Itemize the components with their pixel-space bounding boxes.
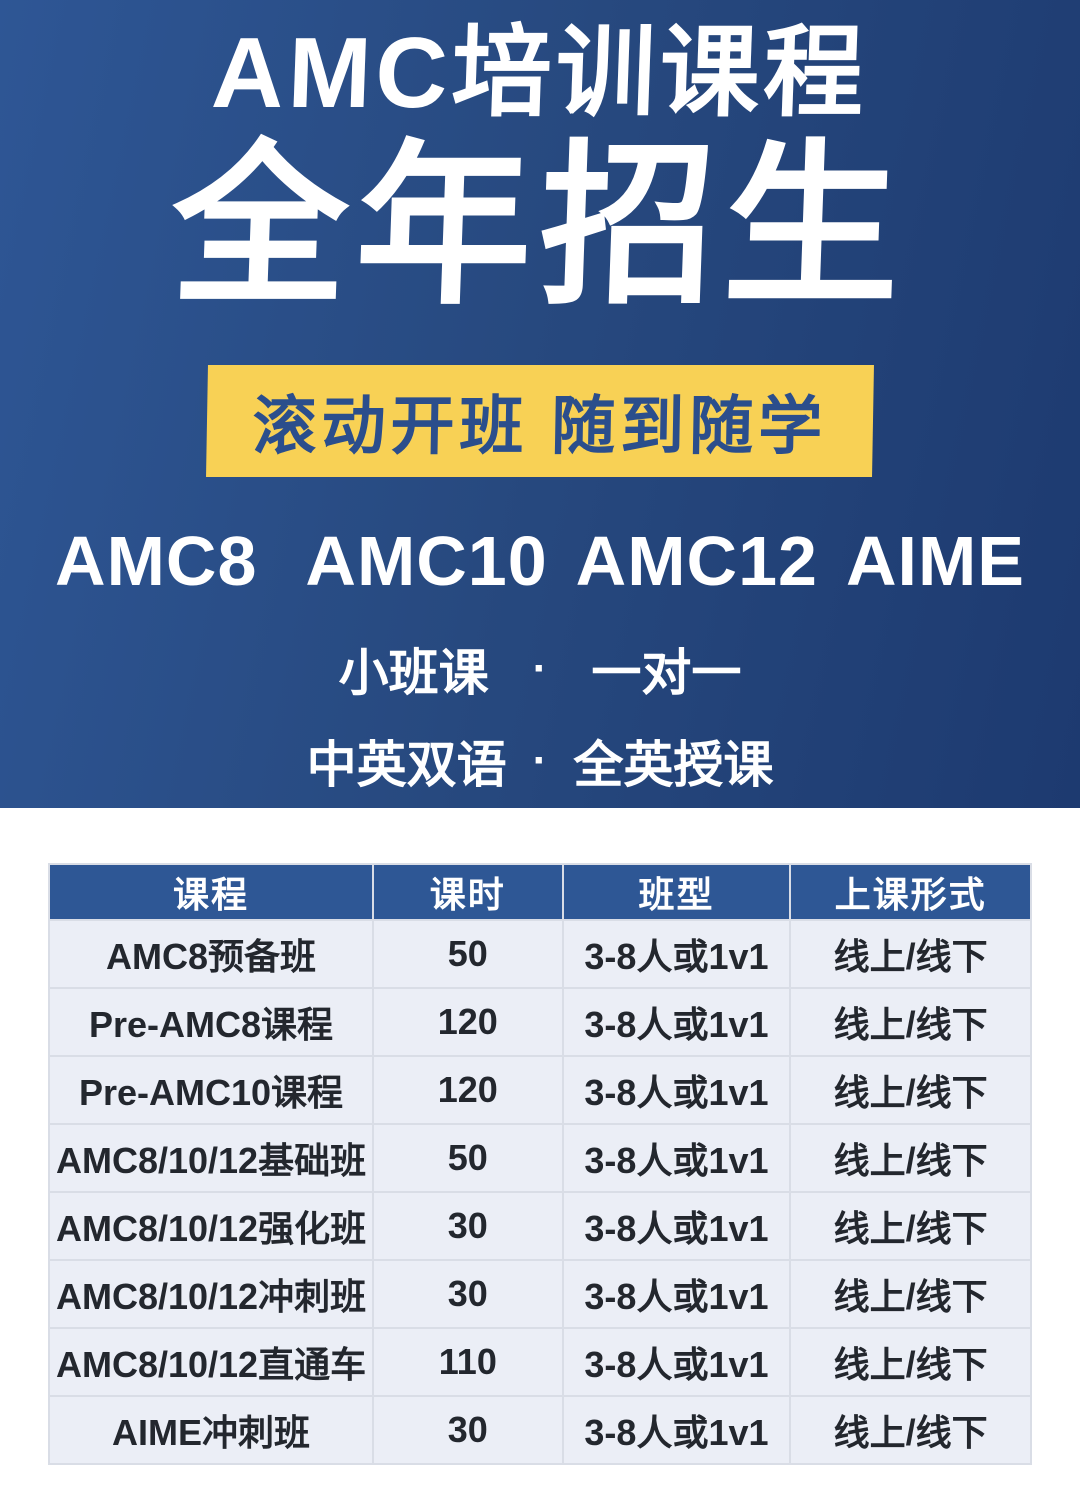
table-row: AMC8/10/12直通车 110 3-8人或1v1 线上/线下: [47, 1327, 1032, 1397]
feature-all-english: 全英授课: [573, 736, 774, 793]
cell-course: AMC8/10/12基础班: [47, 1123, 375, 1193]
feature-small-class: 小班课: [338, 644, 489, 701]
cell-format: 线上/线下: [789, 1055, 1032, 1125]
cell-course: AMC8/10/12冲刺班: [47, 1259, 375, 1329]
poster-headline: 全年招生: [168, 129, 912, 325]
cell-hours: 50: [372, 1123, 564, 1193]
cell-class-type: 3-8人或1v1: [561, 1055, 792, 1125]
cell-course: AMC8/10/12直通车: [47, 1327, 375, 1397]
course-table: 课程 课时 班型 上课形式 AMC8预备班 50 3-8人或1v1 线上/线下 …: [47, 863, 1032, 1465]
feature-line-class-size: 小班课 · 一对一: [0, 633, 1080, 705]
feature-line-language: 中英双语 · 全英授课: [0, 725, 1080, 797]
cell-course: AIME冲刺班: [47, 1395, 375, 1465]
cell-class-type: 3-8人或1v1: [561, 1123, 792, 1193]
cell-hours: 30: [372, 1191, 564, 1261]
program-aime: AIME: [845, 521, 1025, 600]
feature-one-on-one: 一对一: [591, 644, 742, 701]
table-row: AMC8/10/12强化班 30 3-8人或1v1 线上/线下: [47, 1191, 1032, 1261]
cell-hours: 30: [372, 1259, 564, 1329]
feature-bilingual: 中英双语: [306, 736, 507, 793]
dot-separator-icon: ·: [532, 643, 548, 693]
cell-class-type: 3-8人或1v1: [561, 1327, 792, 1397]
col-header-hours: 课时: [372, 863, 564, 921]
cell-hours: 120: [372, 987, 564, 1057]
cell-course: AMC8预备班: [47, 919, 375, 989]
cell-course: AMC8/10/12强化班: [47, 1191, 375, 1261]
poster-title: AMC培训课程: [209, 17, 870, 129]
cell-course: Pre-AMC10课程: [47, 1055, 375, 1125]
cell-hours: 30: [372, 1395, 564, 1465]
cell-hours: 120: [372, 1055, 564, 1125]
enrollment-banner-text: 滚动开班 随到随学: [251, 389, 828, 462]
program-list: AMC8 AMC10 AMC12 AIME: [0, 521, 1080, 601]
course-table-container: 课程 课时 班型 上课形式 AMC8预备班 50 3-8人或1v1 线上/线下 …: [47, 863, 1032, 1465]
cell-format: 线上/线下: [789, 987, 1032, 1057]
cell-class-type: 3-8人或1v1: [561, 987, 792, 1057]
cell-course: Pre-AMC8课程: [47, 987, 375, 1057]
table-row: AMC8/10/12基础班 50 3-8人或1v1 线上/线下: [47, 1123, 1032, 1193]
col-header-format: 上课形式: [789, 863, 1032, 921]
hero-section: AMC培训课程 全年招生 滚动开班 随到随学 AMC8 AMC10 AMC12 …: [0, 0, 1080, 808]
cell-class-type: 3-8人或1v1: [561, 1259, 792, 1329]
cell-format: 线上/线下: [789, 1395, 1032, 1465]
program-amc12: AMC12: [575, 521, 818, 600]
cell-format: 线上/线下: [789, 919, 1032, 989]
program-amc10: AMC10: [305, 521, 548, 600]
cell-format: 线上/线下: [789, 1259, 1032, 1329]
cell-format: 线上/线下: [789, 1191, 1032, 1261]
cell-hours: 110: [372, 1327, 564, 1397]
table-row: AMC8/10/12冲刺班 30 3-8人或1v1 线上/线下: [47, 1259, 1032, 1329]
cell-format: 线上/线下: [789, 1327, 1032, 1397]
cell-class-type: 3-8人或1v1: [561, 919, 792, 989]
table-row: AIME冲刺班 30 3-8人或1v1 线上/线下: [47, 1395, 1032, 1465]
cell-format: 线上/线下: [789, 1123, 1032, 1193]
table-row: AMC8预备班 50 3-8人或1v1 线上/线下: [47, 919, 1032, 989]
cell-class-type: 3-8人或1v1: [561, 1191, 792, 1261]
cell-hours: 50: [372, 919, 564, 989]
table-row: Pre-AMC8课程 120 3-8人或1v1 线上/线下: [47, 987, 1032, 1057]
col-header-class-type: 班型: [561, 863, 792, 921]
table-header-row: 课程 课时 班型 上课形式: [47, 863, 1032, 921]
dot-separator-icon: ·: [532, 735, 548, 785]
program-amc8: AMC8: [55, 521, 258, 600]
enrollment-banner: 滚动开班 随到随学: [206, 364, 874, 477]
table-row: Pre-AMC10课程 120 3-8人或1v1 线上/线下: [47, 1055, 1032, 1125]
cell-class-type: 3-8人或1v1: [561, 1395, 792, 1465]
col-header-course: 课程: [47, 863, 375, 921]
